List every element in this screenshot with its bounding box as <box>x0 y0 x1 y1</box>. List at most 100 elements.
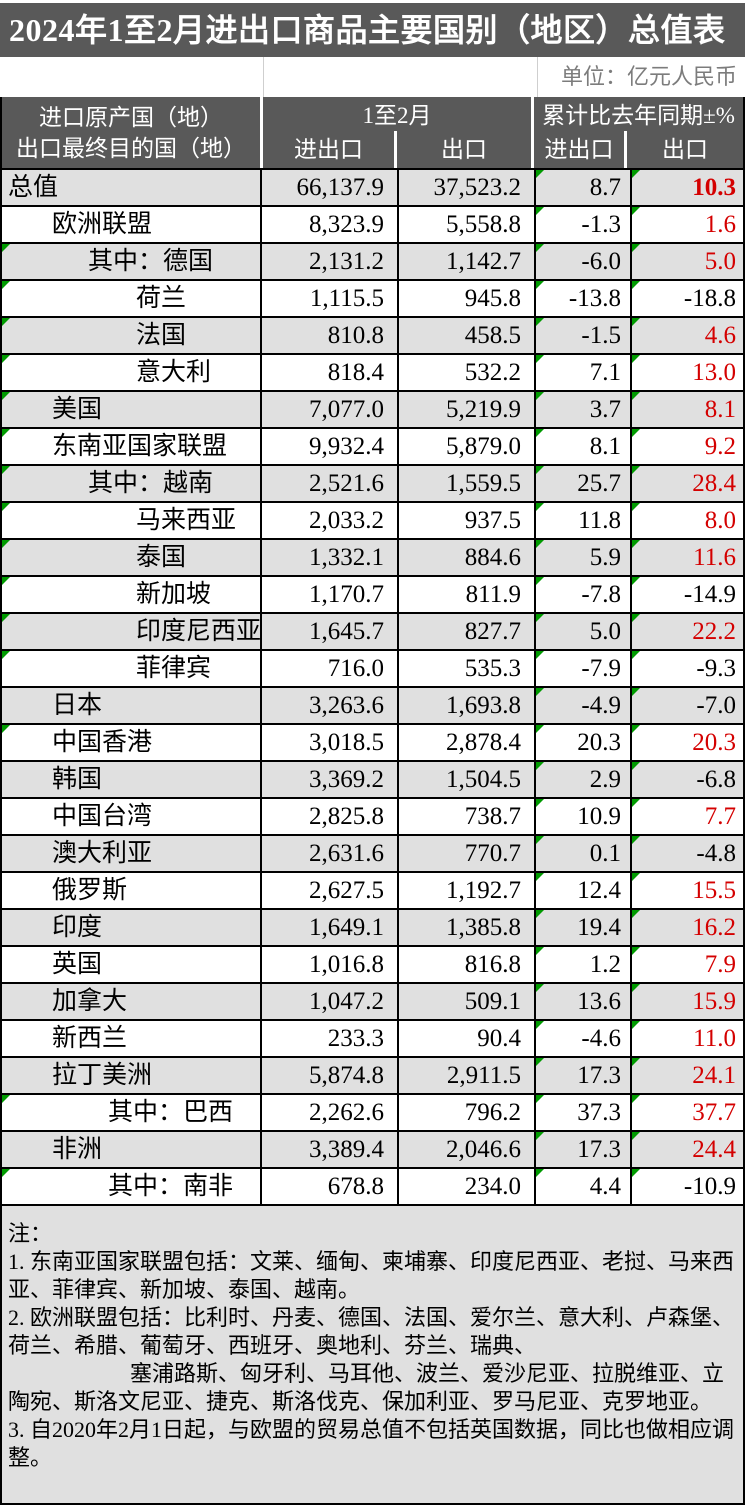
export-pct-cell: 24.4 <box>632 1132 743 1167</box>
green-corner-icon <box>2 651 10 659</box>
green-corner-icon <box>632 688 640 696</box>
export-value-cell: 1,559.5 <box>399 466 536 501</box>
table-header: 进口原产国（地） 出口最终目的国（地） 1至2月 进出口 出口 累计比去年同期±… <box>2 97 743 170</box>
header-group-month: 1至2月 进出口 出口 <box>263 97 534 168</box>
table-row: 总值 66,137.9 37,523.2 8.7 10.3 <box>2 170 743 207</box>
green-corner-icon <box>632 1132 640 1140</box>
import-export-pct-cell: 25.7 <box>536 466 632 501</box>
country-name-cell: 马来西亚 <box>2 503 262 538</box>
export-value-cell: 90.4 <box>399 1021 536 1056</box>
header-group-month-label: 1至2月 <box>362 103 432 128</box>
import-export-value-cell: 1,016.8 <box>262 947 399 982</box>
table-row: 法国 810.8 458.5 -1.5 4.6 <box>2 318 743 355</box>
green-corner-icon <box>632 1095 640 1103</box>
table-row: 欧洲联盟 8,323.9 5,558.8 -1.3 1.6 <box>2 207 743 244</box>
import-export-value-cell: 66,137.9 <box>262 170 399 205</box>
green-corner-icon <box>2 429 10 437</box>
export-pct-cell: 7.7 <box>632 799 743 834</box>
export-value-cell: 2,911.5 <box>399 1058 536 1093</box>
import-export-pct-cell: 12.4 <box>536 873 632 908</box>
country-name-cell: 东南亚国家联盟 <box>2 429 262 464</box>
export-pct-cell: 8.0 <box>632 503 743 538</box>
export-value-cell: 827.7 <box>399 614 536 649</box>
green-corner-icon <box>2 466 10 474</box>
green-corner-icon <box>536 207 544 215</box>
table-row: 荷兰 1,115.5 945.8 -13.8 -18.8 <box>2 281 743 318</box>
green-corner-icon <box>2 318 10 326</box>
export-value-cell: 5,558.8 <box>399 207 536 242</box>
import-export-value-cell: 1,645.7 <box>262 614 399 649</box>
import-export-pct-cell: 37.3 <box>536 1095 632 1130</box>
green-corner-icon <box>632 244 640 252</box>
green-corner-icon <box>632 1058 640 1066</box>
green-corner-icon <box>2 281 10 289</box>
import-export-pct-cell: 13.6 <box>536 984 632 1019</box>
import-export-value-cell: 2,631.6 <box>262 836 399 871</box>
import-export-pct-cell: 19.4 <box>536 910 632 945</box>
green-corner-icon <box>536 281 544 289</box>
import-export-pct-cell: 20.3 <box>536 725 632 760</box>
export-pct-cell: 15.9 <box>632 984 743 1019</box>
import-export-pct-cell: -7.9 <box>536 651 632 686</box>
table-row: 俄罗斯 2,627.5 1,192.7 12.4 15.5 <box>2 873 743 910</box>
import-export-value-cell: 3,389.4 <box>262 1132 399 1167</box>
table-body: 总值 66,137.9 37,523.2 8.7 10.3 欧洲联盟 8,323.9 5,55… <box>2 170 743 1206</box>
unit-row-gridline <box>263 57 264 97</box>
country-name-cell: 意大利 <box>2 355 262 390</box>
export-value-cell: 816.8 <box>399 947 536 982</box>
export-value-cell: 1,504.5 <box>399 762 536 797</box>
green-corner-icon <box>632 207 640 215</box>
green-corner-icon <box>632 614 640 622</box>
export-pct-cell: 8.1 <box>632 392 743 427</box>
green-corner-icon <box>632 910 640 918</box>
import-export-pct-cell: 1.2 <box>536 947 632 982</box>
import-export-value-cell: 3,263.6 <box>262 688 399 723</box>
export-pct-cell: -4.8 <box>632 836 743 871</box>
table-row: 非洲 3,389.4 2,046.6 17.3 24.4 <box>2 1132 743 1169</box>
export-value-cell: 509.1 <box>399 984 536 1019</box>
country-name-cell: 新西兰 <box>2 1021 262 1056</box>
import-export-value-cell: 8,323.9 <box>262 207 399 242</box>
import-export-value-cell: 678.8 <box>262 1169 399 1204</box>
country-name-cell: 印度 <box>2 910 262 945</box>
export-pct-cell: 15.5 <box>632 873 743 908</box>
note-2-part1: 2. 欧洲联盟包括：比利时、丹麦、德国、法国、爱尔兰、意大利、卢森堡、荷兰、希腊… <box>8 1305 735 1358</box>
import-export-pct-cell: 0.1 <box>536 836 632 871</box>
export-pct-cell: 10.3 <box>632 170 743 205</box>
green-corner-icon <box>632 725 640 733</box>
import-export-value-cell: 2,521.6 <box>262 466 399 501</box>
green-corner-icon <box>536 392 544 400</box>
import-export-value-cell: 810.8 <box>262 318 399 353</box>
export-value-cell: 1,693.8 <box>399 688 536 723</box>
export-value-cell: 532.2 <box>399 355 536 390</box>
country-name-cell: 欧洲联盟 <box>2 207 262 242</box>
green-corner-icon <box>632 1169 640 1177</box>
green-corner-icon <box>632 318 640 326</box>
import-export-value-cell: 818.4 <box>262 355 399 390</box>
green-corner-icon <box>2 614 10 622</box>
country-name-cell: 拉丁美洲 <box>2 1058 262 1093</box>
import-export-value-cell: 7,077.0 <box>262 392 399 427</box>
export-pct-cell: -9.3 <box>632 651 743 686</box>
header-subcol-export: 出口 <box>441 137 487 162</box>
country-name-cell: 俄罗斯 <box>2 873 262 908</box>
export-value-cell: 2,878.4 <box>399 725 536 760</box>
import-export-value-cell: 2,825.8 <box>262 799 399 834</box>
green-corner-icon <box>632 503 640 511</box>
unit-row-gridline <box>537 57 538 97</box>
green-corner-icon <box>2 392 10 400</box>
country-name-cell: 加拿大 <box>2 984 262 1019</box>
import-export-value-cell: 2,627.5 <box>262 873 399 908</box>
header-group-yoy: 累计比去年同期±% 进出口 出口 <box>534 97 743 168</box>
export-value-cell: 5,219.9 <box>399 392 536 427</box>
export-pct-cell: 24.1 <box>632 1058 743 1093</box>
country-name-cell: 其中：南非 <box>2 1169 262 1204</box>
header-group-yoy-label: 累计比去年同期±% <box>542 103 735 128</box>
import-export-pct-cell: -13.8 <box>536 281 632 316</box>
unit-row: 单位：亿元人民币 <box>0 57 745 97</box>
country-name-cell: 泰国 <box>2 540 262 575</box>
green-corner-icon <box>536 688 544 696</box>
table-row: 东南亚国家联盟 9,932.4 5,879.0 8.1 9.2 <box>2 429 743 466</box>
green-corner-icon <box>536 1169 544 1177</box>
export-value-cell: 2,046.6 <box>399 1132 536 1167</box>
